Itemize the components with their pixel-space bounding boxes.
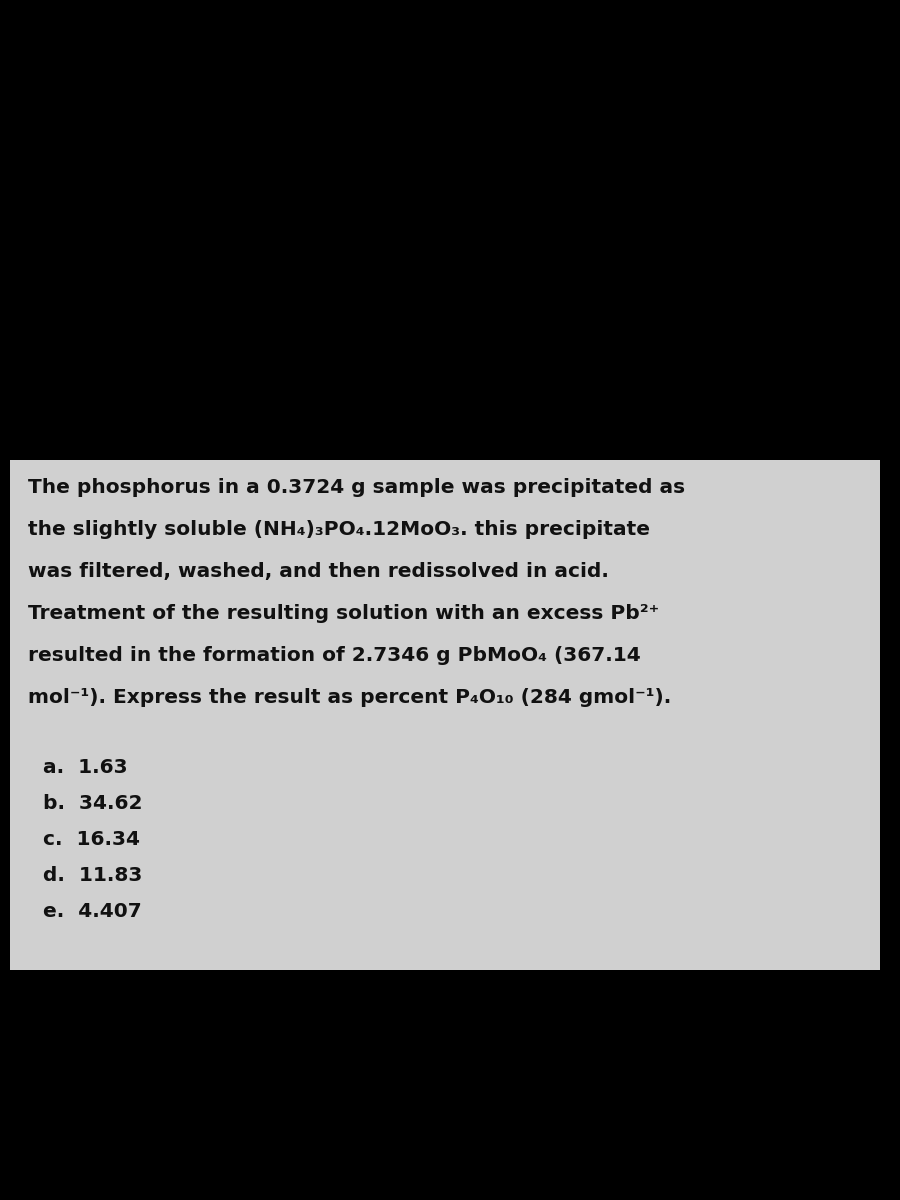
Text: a.  1.63: a. 1.63 <box>43 758 128 778</box>
Text: e.  4.407: e. 4.407 <box>43 902 142 922</box>
Text: d.  11.83: d. 11.83 <box>43 866 142 886</box>
Text: b.  34.62: b. 34.62 <box>43 794 142 814</box>
Text: The phosphorus in a 0.3724 g sample was precipitated as: The phosphorus in a 0.3724 g sample was … <box>28 478 685 497</box>
Text: mol⁻¹). Express the result as percent P₄O₁₀ (284 gmol⁻¹).: mol⁻¹). Express the result as percent P₄… <box>28 688 671 707</box>
Text: resulted in the formation of 2.7346 g PbMoO₄ (367.14: resulted in the formation of 2.7346 g Pb… <box>28 646 641 665</box>
Text: the slightly soluble (NH₄)₃PO₄.12MoO₃. this precipitate: the slightly soluble (NH₄)₃PO₄.12MoO₃. t… <box>28 520 650 539</box>
FancyBboxPatch shape <box>10 460 880 970</box>
Text: c.  16.34: c. 16.34 <box>43 830 140 850</box>
Text: Treatment of the resulting solution with an excess Pb²⁺: Treatment of the resulting solution with… <box>28 604 659 623</box>
Text: was filtered, washed, and then redissolved in acid.: was filtered, washed, and then redissolv… <box>28 562 609 581</box>
